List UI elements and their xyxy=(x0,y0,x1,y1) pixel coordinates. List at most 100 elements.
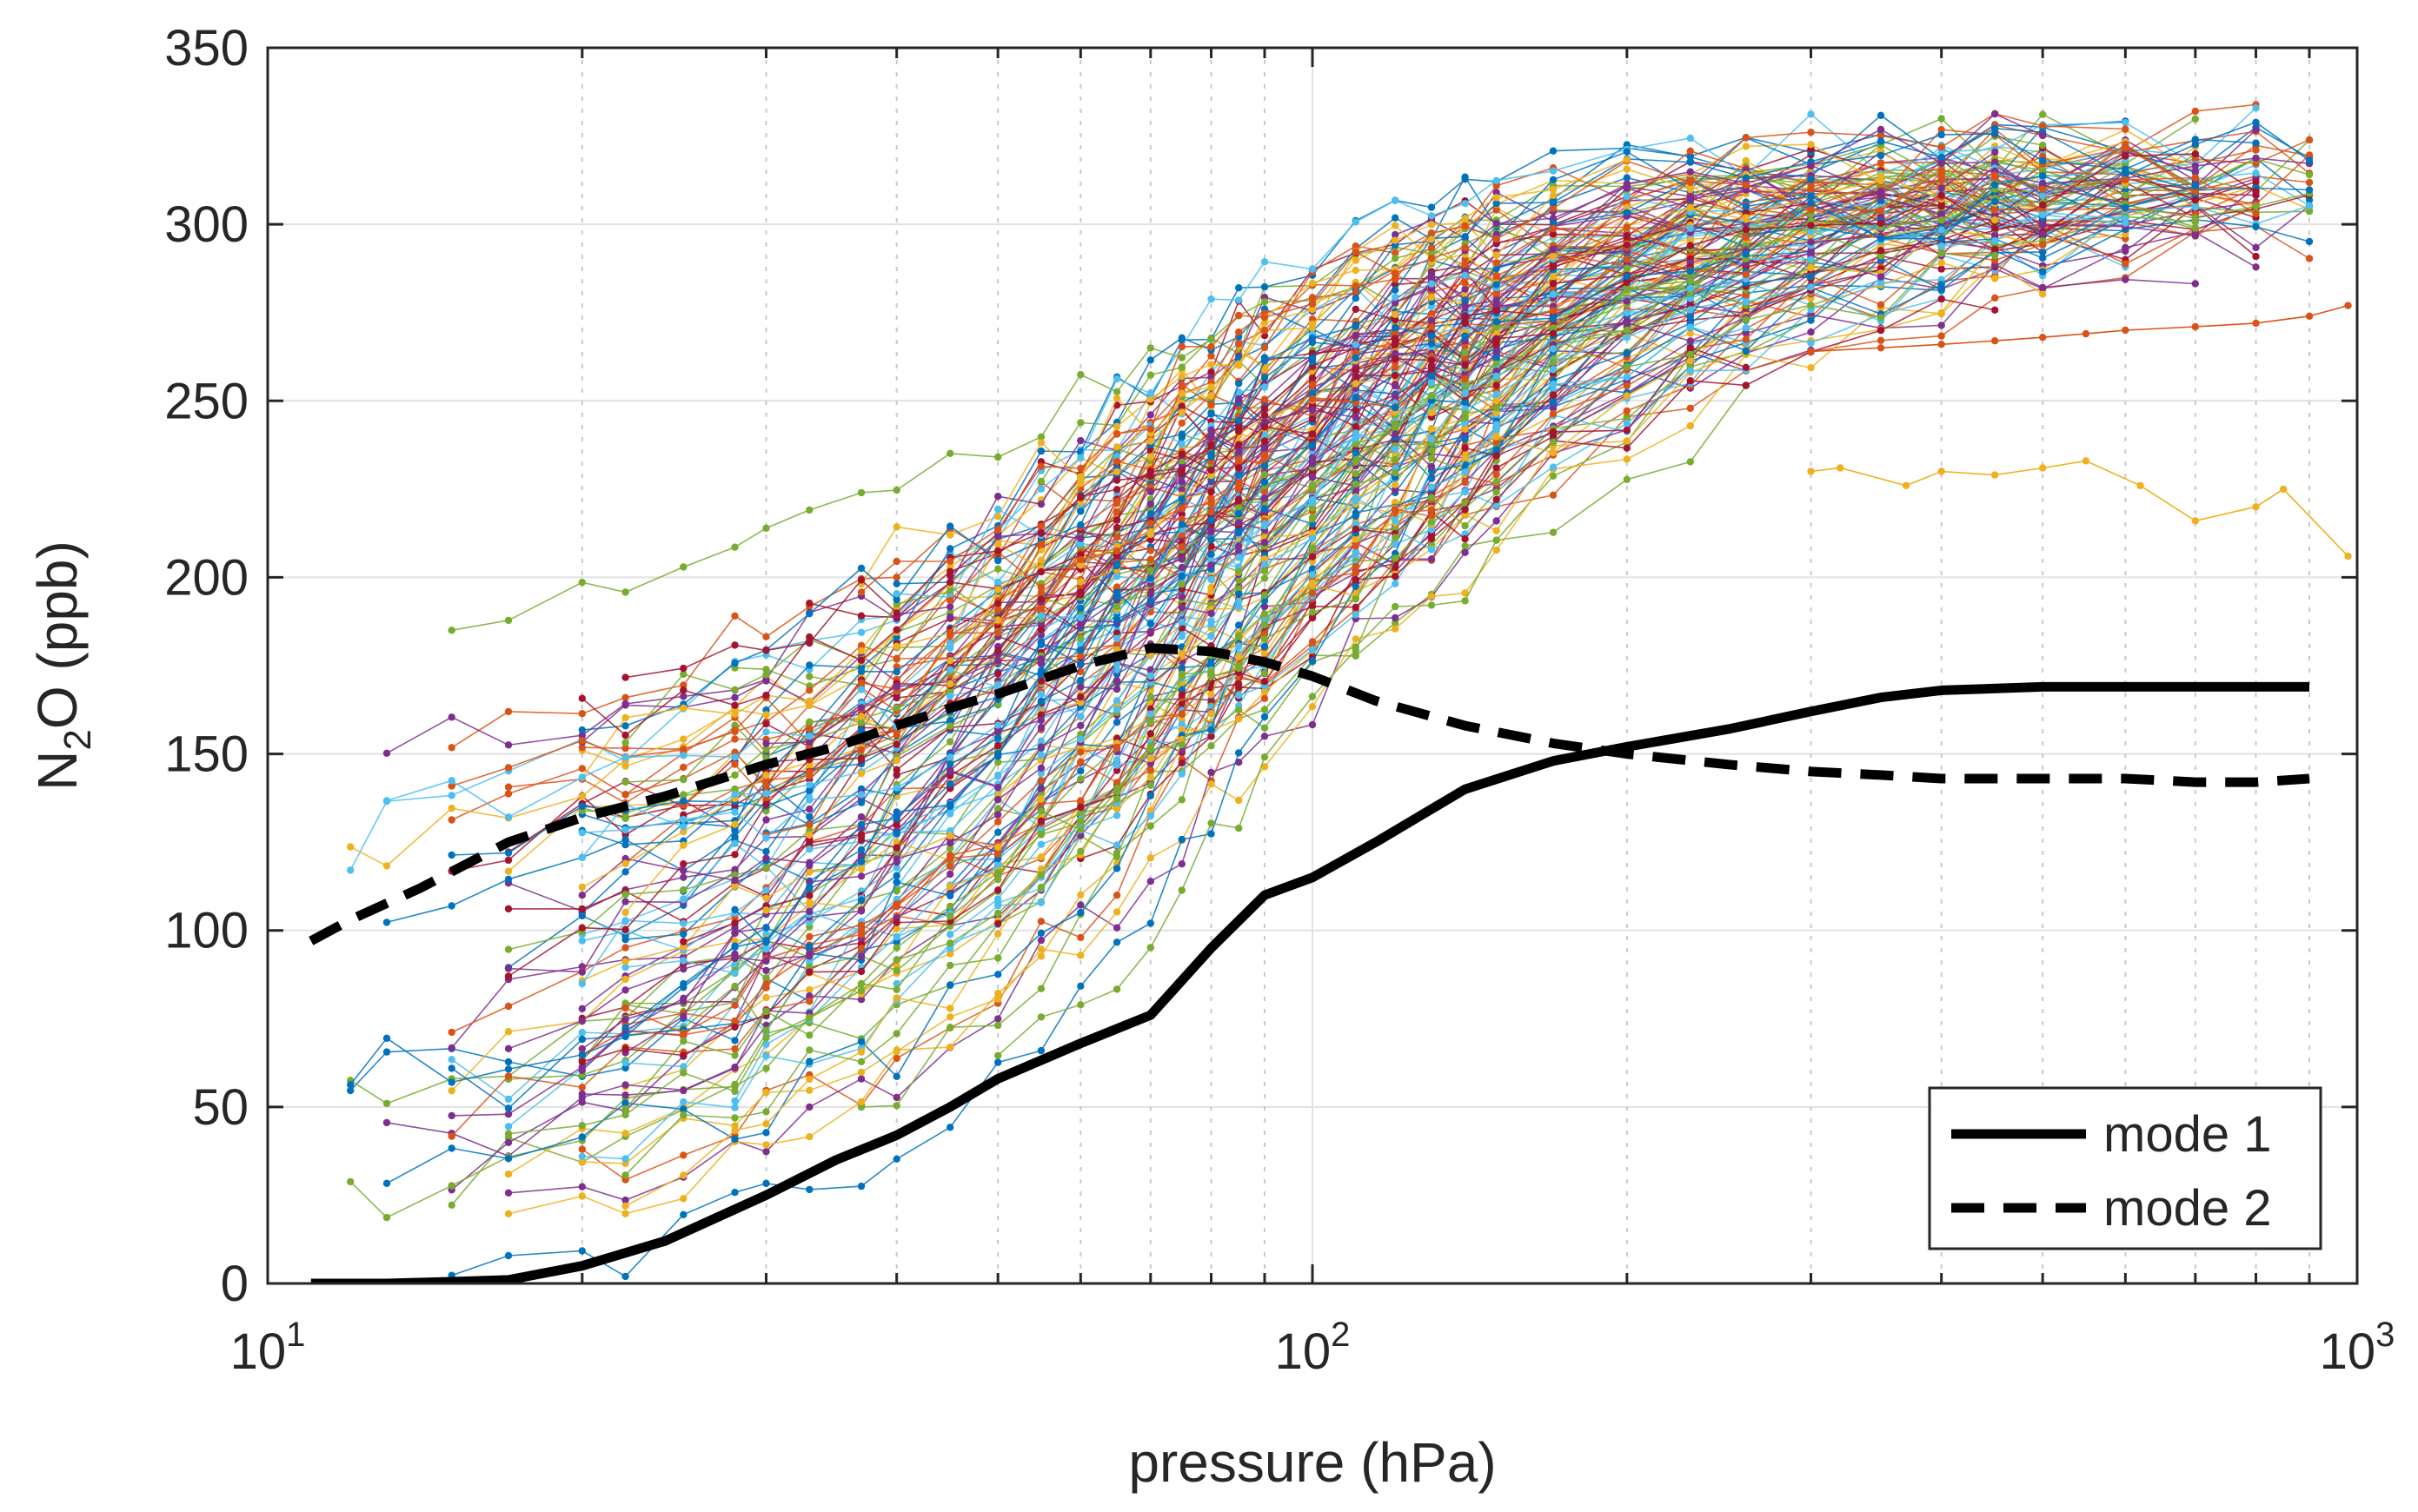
profile-point xyxy=(1037,831,1046,839)
profile-point xyxy=(2039,248,2047,256)
profile-point xyxy=(1260,298,1269,306)
profile-point xyxy=(621,1044,629,1053)
profile-point xyxy=(731,721,739,729)
profile-point xyxy=(1260,470,1269,479)
profile-point xyxy=(2252,178,2260,186)
profile-point xyxy=(1352,652,1360,660)
profile-point xyxy=(1037,795,1046,803)
profile-point xyxy=(762,1007,770,1016)
profile-point xyxy=(2252,252,2260,261)
profile-point xyxy=(947,567,954,575)
profile-point xyxy=(1077,507,1085,515)
profile-point xyxy=(1742,363,1750,371)
profile-point xyxy=(731,771,739,779)
profile-point xyxy=(1686,134,1695,143)
profile-point xyxy=(1207,466,1215,474)
profile-point xyxy=(1113,812,1121,819)
profile-point xyxy=(994,971,1002,978)
profile-point xyxy=(731,693,739,701)
profile-point xyxy=(1178,770,1186,778)
profile-point xyxy=(1235,471,1243,479)
profile-point xyxy=(382,1048,391,1056)
profile-point xyxy=(1392,315,1399,324)
profile-point xyxy=(1235,715,1243,723)
profile-point xyxy=(1113,924,1121,932)
profile-point xyxy=(504,764,513,772)
profile-point xyxy=(762,745,770,753)
profile-point xyxy=(578,726,586,734)
profile-point xyxy=(1113,388,1121,395)
profile-point xyxy=(994,759,1002,766)
profile-point xyxy=(2039,241,2047,249)
profile-line xyxy=(766,182,2126,912)
profile-point xyxy=(1492,341,1500,349)
profile-point xyxy=(1427,512,1436,521)
profile-point xyxy=(1392,563,1399,571)
profile-point xyxy=(947,912,954,920)
profile-point xyxy=(347,1177,355,1186)
profile-point xyxy=(448,902,455,910)
profile-point xyxy=(1352,547,1360,556)
profile-point xyxy=(382,1213,391,1222)
profile-point xyxy=(731,1104,739,1111)
profile-point xyxy=(762,1141,770,1149)
profile-point xyxy=(1392,214,1399,222)
profile-point xyxy=(857,686,866,693)
profile-point xyxy=(1207,426,1215,434)
profile-point xyxy=(806,1058,814,1065)
profile-point xyxy=(1146,371,1155,379)
profile-point xyxy=(1623,427,1631,434)
profile-point xyxy=(1037,540,1046,548)
profile-point xyxy=(1623,475,1631,483)
profile-point xyxy=(1113,685,1121,693)
profile-point xyxy=(1260,687,1269,696)
profile-point xyxy=(382,1179,391,1188)
profile-point xyxy=(1427,454,1436,462)
profile-point xyxy=(806,686,814,694)
profile-point xyxy=(578,710,586,718)
profile-point xyxy=(1146,567,1155,574)
profile-point xyxy=(1113,507,1121,516)
profile-point xyxy=(857,1182,866,1190)
profile-point xyxy=(1392,481,1399,488)
profile-point xyxy=(762,771,770,779)
profile-point xyxy=(893,574,900,581)
profile-point xyxy=(1308,638,1317,646)
profile-point xyxy=(1742,315,1750,324)
profile-point xyxy=(1146,547,1155,554)
profile-point xyxy=(994,875,1002,884)
profile-point xyxy=(1037,716,1046,725)
profile-line xyxy=(581,326,1747,985)
profile-point xyxy=(1392,613,1399,622)
profile-point xyxy=(680,1051,688,1059)
profile-point xyxy=(1623,297,1631,305)
profile-point xyxy=(762,728,770,736)
profile-point xyxy=(994,505,1002,514)
profile-point xyxy=(382,918,391,926)
profile-point xyxy=(1461,319,1469,328)
profile-point xyxy=(2039,167,2047,175)
profile-point xyxy=(1461,419,1469,428)
profile-point xyxy=(1877,132,1885,140)
profile-point xyxy=(1549,280,1558,288)
profile-point xyxy=(1077,652,1085,660)
profile-point xyxy=(1037,918,1046,925)
profile-point xyxy=(893,1047,900,1056)
profile-point xyxy=(893,956,900,964)
profile-point xyxy=(1178,555,1186,563)
profile-point xyxy=(947,644,954,652)
profile-point xyxy=(893,979,900,988)
profile-point xyxy=(2039,180,2047,188)
profile-point xyxy=(448,1111,455,1120)
profile-point xyxy=(1623,209,1631,216)
profile-point xyxy=(680,841,688,849)
profile-point xyxy=(762,1064,770,1072)
profile-point xyxy=(1937,202,1945,210)
profile-point xyxy=(1113,422,1121,430)
profile-point xyxy=(1549,391,1558,399)
profile-point xyxy=(857,939,866,947)
profile-point xyxy=(1207,487,1215,496)
profile-point xyxy=(947,832,954,840)
profile-point xyxy=(1308,553,1317,560)
profile-point xyxy=(1352,575,1360,584)
